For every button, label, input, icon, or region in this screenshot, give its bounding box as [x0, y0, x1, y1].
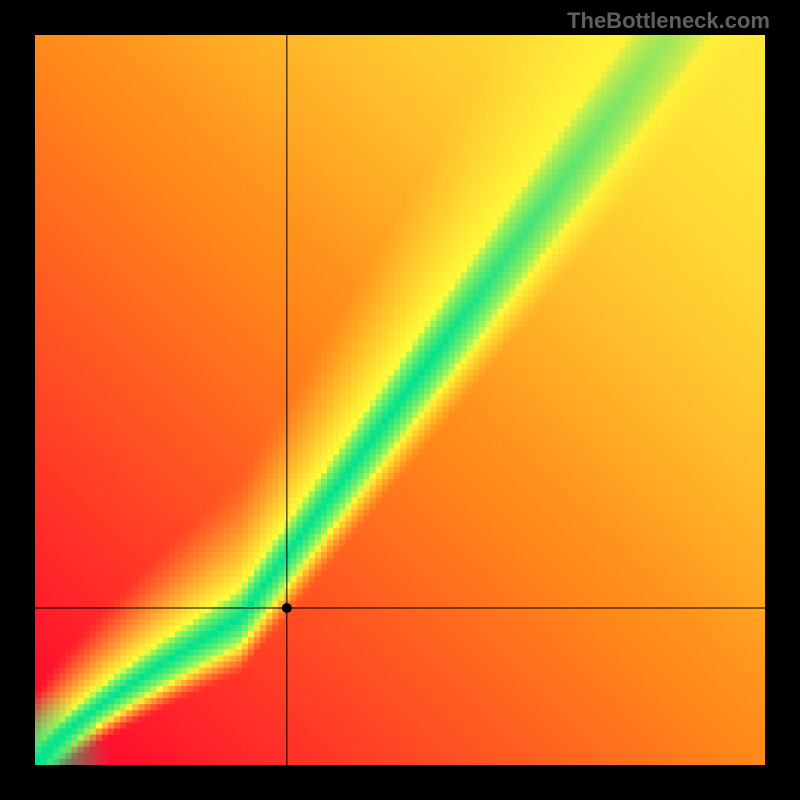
- bottleneck-heatmap: [35, 35, 765, 765]
- watermark: TheBottleneck.com: [567, 8, 770, 34]
- heatmap-svg: [35, 35, 765, 765]
